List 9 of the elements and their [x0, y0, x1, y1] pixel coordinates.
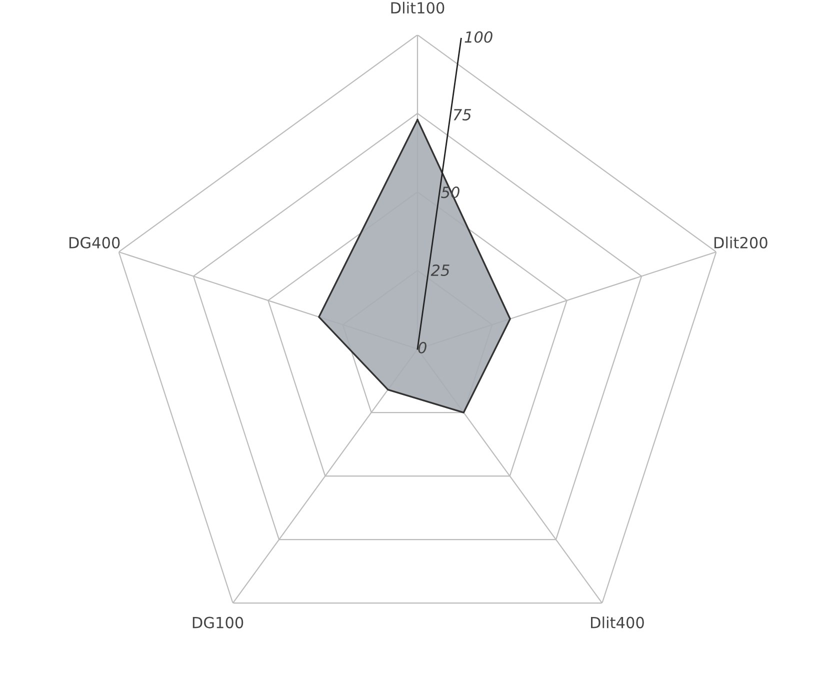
- spoke-label: Dlit200: [714, 236, 768, 248]
- y-tick-label: 0: [418, 342, 426, 354]
- y-tick-label: 75: [454, 109, 471, 120]
- spoke-label: DG100: [192, 616, 244, 628]
- spoke-label: Dlit400: [591, 616, 644, 628]
- spoke-label: Dlit100: [391, 2, 444, 14]
- spoke-label: DG400: [69, 236, 120, 248]
- y-tick-label: 100: [464, 31, 492, 43]
- y-tick-label: 25: [430, 264, 450, 276]
